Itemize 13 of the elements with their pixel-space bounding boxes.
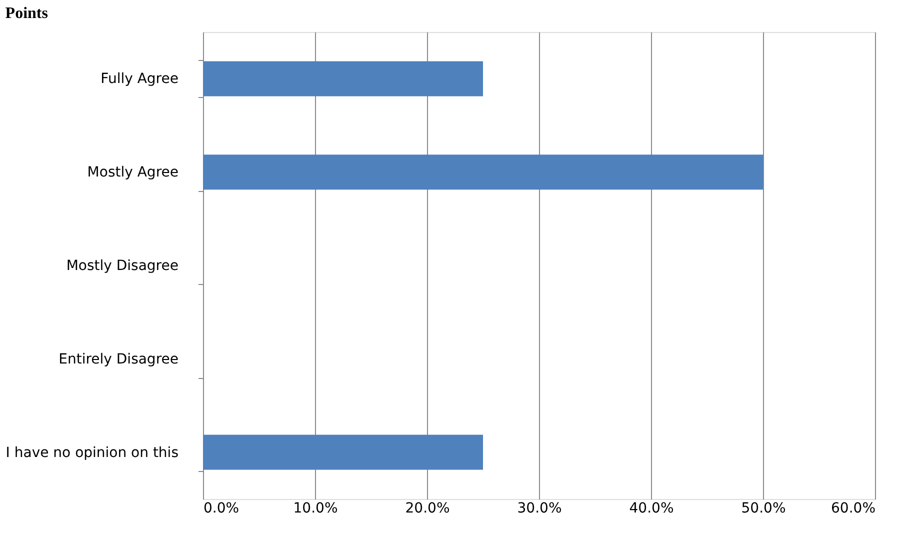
x-tick-label: 10.0%	[293, 500, 338, 516]
y-tick-label: Entirely Disagree	[58, 351, 178, 368]
x-tick-label: 0.0%	[204, 500, 240, 516]
y-tick-label: Mostly Disagree	[66, 258, 178, 274]
x-tick-label: 30.0%	[517, 500, 562, 516]
y-tick-label: Fully Agree	[100, 71, 178, 88]
x-tick-label: 40.0%	[629, 500, 674, 516]
y-tick-label: I have no opinion on this	[6, 444, 178, 461]
x-tick-label: 20.0%	[405, 500, 450, 516]
x-tick-label: 50.0%	[741, 500, 786, 516]
text: Points	[5, 5, 48, 22]
x-tick-label: 60.0%	[831, 500, 876, 516]
y-tick-label: Mostly Agree	[87, 164, 178, 181]
